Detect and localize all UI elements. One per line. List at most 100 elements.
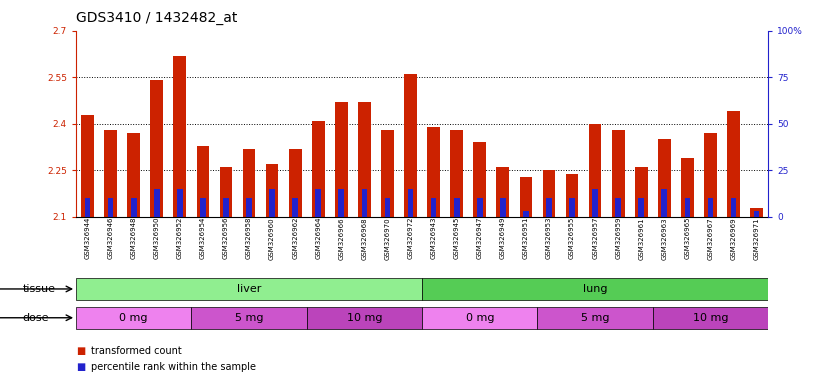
Text: GSM326956: GSM326956 [223,217,229,260]
Text: GSM326963: GSM326963 [662,217,667,260]
Bar [453,199,459,217]
Text: GSM326965: GSM326965 [685,217,691,260]
Bar [538,306,653,329]
Bar [76,278,422,300]
Text: GSM326945: GSM326945 [453,217,460,259]
Bar [473,142,487,217]
Bar [422,306,538,329]
Text: GSM326949: GSM326949 [500,217,506,260]
Text: ■: ■ [76,362,85,372]
Text: GSM326972: GSM326972 [407,217,414,260]
Text: GSM326964: GSM326964 [316,217,321,260]
Bar [612,130,624,217]
Bar [306,306,422,329]
Bar [681,158,694,217]
Text: 5 mg: 5 mg [581,313,610,323]
Bar [408,189,413,217]
Text: GSM326953: GSM326953 [546,217,552,260]
Bar [127,133,140,217]
Bar [662,189,667,217]
Bar [381,130,394,217]
Bar [635,167,648,217]
Bar [200,199,206,217]
Bar [592,189,598,217]
Text: GSM326950: GSM326950 [154,217,159,260]
Text: GSM326959: GSM326959 [615,217,621,260]
Text: GSM326954: GSM326954 [200,217,206,259]
Text: GSM326960: GSM326960 [269,217,275,260]
Text: GSM326951: GSM326951 [523,217,529,260]
Bar [704,133,717,217]
Text: dose: dose [22,313,49,323]
Bar [76,306,192,329]
Bar [708,199,714,217]
Bar [131,199,136,217]
Bar [546,199,552,217]
Text: ■: ■ [76,346,85,356]
Bar [362,189,368,217]
Text: GSM326966: GSM326966 [339,217,344,260]
Text: GSM326969: GSM326969 [730,217,737,260]
Bar [658,139,671,217]
Text: 5 mg: 5 mg [235,313,263,323]
Text: 0 mg: 0 mg [120,313,148,323]
Bar [385,199,391,217]
Bar [197,146,209,217]
Bar [653,306,768,329]
Bar [589,124,601,217]
Text: GSM326967: GSM326967 [708,217,714,260]
Bar [339,189,344,217]
Bar [566,174,578,217]
Bar [615,199,621,217]
Bar [685,199,691,217]
Bar [523,211,529,217]
Bar [154,189,159,217]
Bar [750,208,763,217]
Text: 10 mg: 10 mg [347,313,382,323]
Text: GSM326955: GSM326955 [569,217,575,259]
Text: GSM326970: GSM326970 [384,217,391,260]
Text: GSM326947: GSM326947 [477,217,482,260]
Bar [81,114,94,217]
Bar [358,102,371,217]
Text: GSM326958: GSM326958 [246,217,252,260]
Text: transformed count: transformed count [91,346,182,356]
Text: GSM326944: GSM326944 [84,217,91,259]
Bar [85,199,90,217]
Bar [177,189,183,217]
Bar [150,80,163,217]
Bar [427,127,440,217]
Bar [289,149,301,217]
Bar [292,199,298,217]
Bar [431,199,436,217]
Text: tissue: tissue [22,284,55,294]
Bar [520,177,532,217]
Bar [266,164,278,217]
Text: GSM326961: GSM326961 [638,217,644,260]
Bar [312,121,325,217]
Bar [104,130,117,217]
Text: GSM326957: GSM326957 [592,217,598,260]
Bar [727,111,740,217]
Text: GSM326952: GSM326952 [177,217,183,259]
Bar [243,149,255,217]
Text: GSM326948: GSM326948 [131,217,136,260]
Text: GSM326971: GSM326971 [753,217,760,260]
Bar [107,199,113,217]
Bar [500,199,506,217]
Text: percentile rank within the sample: percentile rank within the sample [91,362,256,372]
Text: 0 mg: 0 mg [466,313,494,323]
Bar [192,306,306,329]
Bar [246,199,252,217]
Bar [496,167,509,217]
Bar [316,189,321,217]
Bar [223,199,229,217]
Bar [754,211,759,217]
Text: GSM326946: GSM326946 [107,217,114,260]
Bar [269,189,275,217]
Bar [404,74,417,217]
Bar [450,130,463,217]
Bar [638,199,644,217]
Text: GSM326943: GSM326943 [430,217,437,260]
Text: 10 mg: 10 mg [693,313,729,323]
